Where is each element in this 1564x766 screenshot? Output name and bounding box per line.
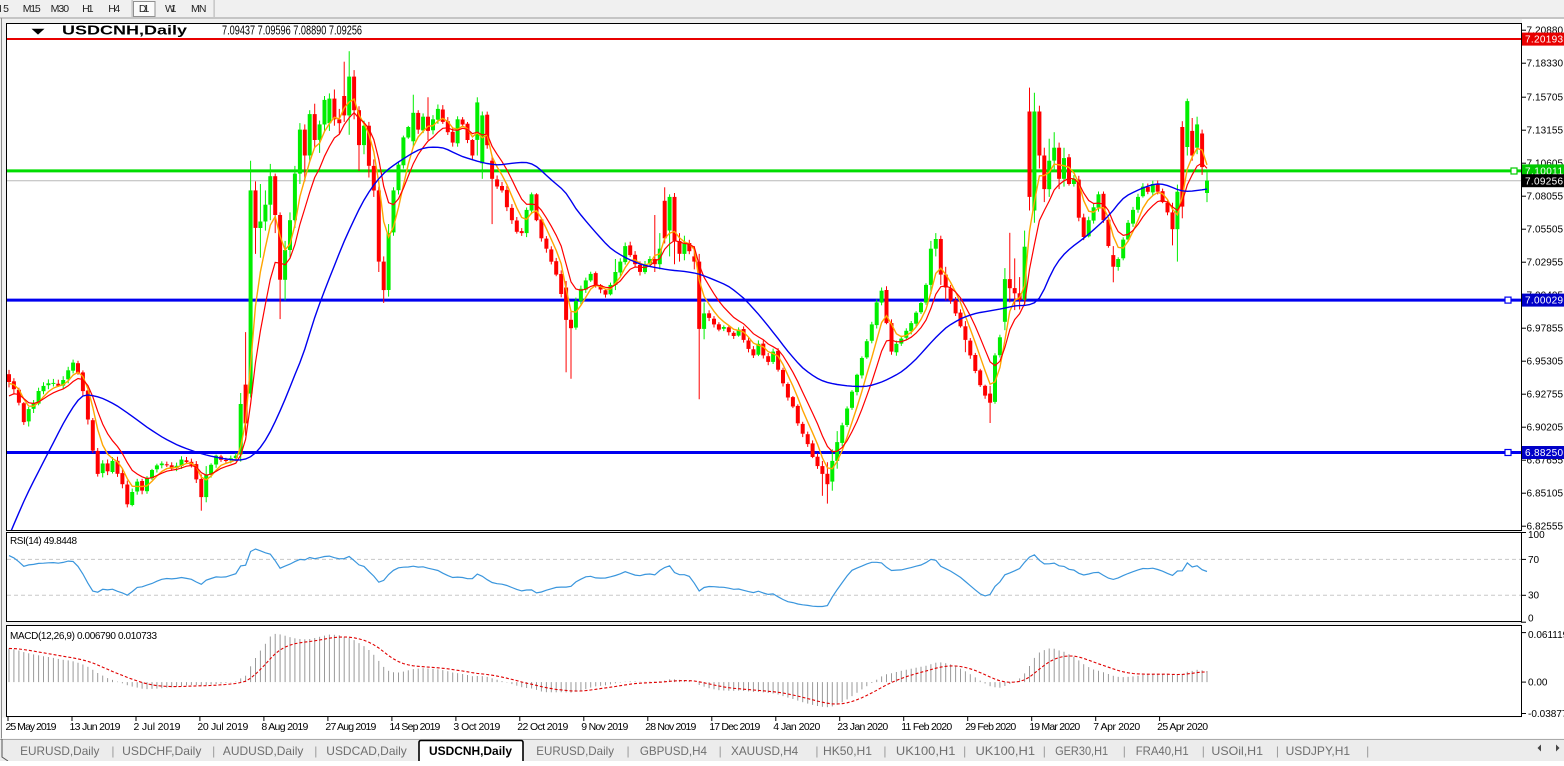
svg-text:7.10011: 7.10011	[1525, 167, 1563, 178]
svg-text:USDCHF,Daily: USDCHF,Daily	[122, 744, 201, 758]
svg-text:|: |	[627, 744, 630, 758]
svg-text:6.82555: 6.82555	[1527, 522, 1564, 533]
svg-text:|: |	[719, 744, 722, 758]
svg-text:7.15705: 7.15705	[1527, 93, 1564, 104]
svg-text:H1: H1	[82, 3, 94, 15]
svg-text:USOil,H1: USOil,H1	[1211, 744, 1263, 758]
svg-text:RSI(14) 49.8448: RSI(14) 49.8448	[10, 536, 77, 547]
svg-text:7.10605: 7.10605	[1527, 159, 1564, 170]
svg-text:HK50,H1: HK50,H1	[823, 744, 872, 758]
svg-text:17 Dec 2019: 17 Dec 2019	[709, 721, 760, 733]
svg-text:AUDUSD,Daily: AUDUSD,Daily	[223, 744, 304, 758]
svg-text:100: 100	[1528, 530, 1545, 541]
svg-text:6.85105: 6.85105	[1527, 489, 1564, 500]
svg-text:UK100,H1: UK100,H1	[896, 744, 956, 758]
svg-text:28 Nov 2019: 28 Nov 2019	[645, 721, 696, 733]
svg-text:|: |	[212, 744, 215, 758]
svg-text:8 Aug 2019: 8 Aug 2019	[261, 721, 308, 733]
svg-text:29 Feb 2020: 29 Feb 2020	[965, 721, 1016, 733]
svg-text:19 Mar 2020: 19 Mar 2020	[1029, 721, 1080, 733]
svg-text:|: |	[1276, 744, 1279, 758]
svg-text:13 Jun 2019: 13 Jun 2019	[70, 721, 121, 733]
svg-text:6.90205: 6.90205	[1527, 423, 1564, 434]
svg-text:6.95305: 6.95305	[1527, 357, 1564, 368]
svg-text:EURUSD,Daily: EURUSD,Daily	[20, 744, 99, 758]
svg-text:7.18330: 7.18330	[1527, 59, 1564, 70]
svg-text:6.92755: 6.92755	[1527, 390, 1564, 401]
svg-text:M30: M30	[51, 3, 70, 15]
svg-text:|: |	[1123, 744, 1126, 758]
svg-text:|: |	[314, 744, 317, 758]
svg-text:|: |	[815, 744, 818, 758]
svg-text:7.20193: 7.20193	[1525, 35, 1563, 46]
svg-text:14 Sep 2019: 14 Sep 2019	[389, 721, 440, 733]
svg-text:EURUSD,Daily: EURUSD,Daily	[536, 744, 614, 758]
svg-text:6.97855: 6.97855	[1527, 324, 1564, 335]
svg-text:27 Aug 2019: 27 Aug 2019	[325, 721, 376, 733]
svg-text:D1: D1	[139, 3, 150, 15]
svg-text:7.09256: 7.09256	[1525, 176, 1563, 187]
svg-text:|: |	[963, 744, 966, 758]
svg-text:|: |	[111, 744, 114, 758]
svg-text:7.08055: 7.08055	[1527, 192, 1564, 203]
svg-text:25 May 2019: 25 May 2019	[6, 721, 57, 733]
svg-text:7.20880: 7.20880	[1527, 26, 1564, 37]
svg-text:7 Apr 2020: 7 Apr 2020	[1093, 721, 1140, 733]
svg-text:7.00029: 7.00029	[1525, 296, 1563, 307]
svg-text:4 Jan 2020: 4 Jan 2020	[773, 721, 820, 733]
svg-text:7.02955: 7.02955	[1527, 258, 1564, 269]
svg-text:7.05505: 7.05505	[1527, 225, 1564, 236]
svg-text:22 Oct 2019: 22 Oct 2019	[517, 721, 568, 733]
svg-text:USDCNH,Daily: USDCNH,Daily	[62, 24, 187, 38]
svg-text:20 Jul 2019: 20 Jul 2019	[197, 721, 248, 733]
svg-text:6.88250: 6.88250	[1525, 448, 1563, 459]
svg-text:9 Nov 2019: 9 Nov 2019	[581, 721, 628, 733]
svg-text:30: 30	[1528, 591, 1540, 602]
svg-text:M5: M5	[0, 3, 9, 15]
svg-text:USDCAD,Daily: USDCAD,Daily	[326, 744, 407, 758]
svg-text:MACD(12,26,9) 0.006790 0.01073: MACD(12,26,9) 0.006790 0.010733	[10, 631, 157, 642]
svg-text:7.13155: 7.13155	[1527, 126, 1564, 137]
svg-text:2 Jul 2019: 2 Jul 2019	[134, 721, 181, 733]
svg-text:11 Feb 2020: 11 Feb 2020	[901, 721, 952, 733]
svg-text:|: |	[1366, 744, 1369, 758]
svg-text:3 Oct 2019: 3 Oct 2019	[453, 721, 500, 733]
svg-text:USDJPY,H1: USDJPY,H1	[1286, 744, 1351, 758]
svg-text:UK100,H1: UK100,H1	[976, 744, 1036, 758]
svg-text:|: |	[883, 744, 886, 758]
svg-text:6.87655: 6.87655	[1527, 456, 1564, 467]
svg-text:7.09437 7.09596 7.08890 7.0925: 7.09437 7.09596 7.08890 7.09256	[222, 24, 362, 38]
svg-text:USDCNH,Daily: USDCNH,Daily	[429, 744, 512, 758]
svg-text:25 Apr 2020: 25 Apr 2020	[1157, 721, 1208, 733]
svg-text:0.00: 0.00	[1528, 678, 1548, 689]
svg-text:-0.038777: -0.038777	[1528, 709, 1564, 720]
svg-text:70: 70	[1528, 555, 1540, 566]
svg-text:M15: M15	[23, 3, 41, 15]
svg-text:W1: W1	[165, 3, 177, 15]
svg-text:|: |	[1043, 744, 1046, 758]
svg-text:GER30,H1: GER30,H1	[1055, 744, 1108, 758]
svg-text:XAUUSD,H4: XAUUSD,H4	[731, 744, 799, 758]
svg-text:FRA40,H1: FRA40,H1	[1136, 744, 1189, 758]
svg-text:0.061119: 0.061119	[1528, 630, 1564, 641]
svg-text:|: |	[1202, 744, 1205, 758]
svg-text:0: 0	[1528, 614, 1534, 625]
svg-text:MN: MN	[191, 3, 207, 15]
svg-text:GBPUSD,H4: GBPUSD,H4	[640, 744, 707, 758]
svg-text:23 Jan 2020: 23 Jan 2020	[837, 721, 888, 733]
svg-text:H4: H4	[108, 3, 120, 15]
